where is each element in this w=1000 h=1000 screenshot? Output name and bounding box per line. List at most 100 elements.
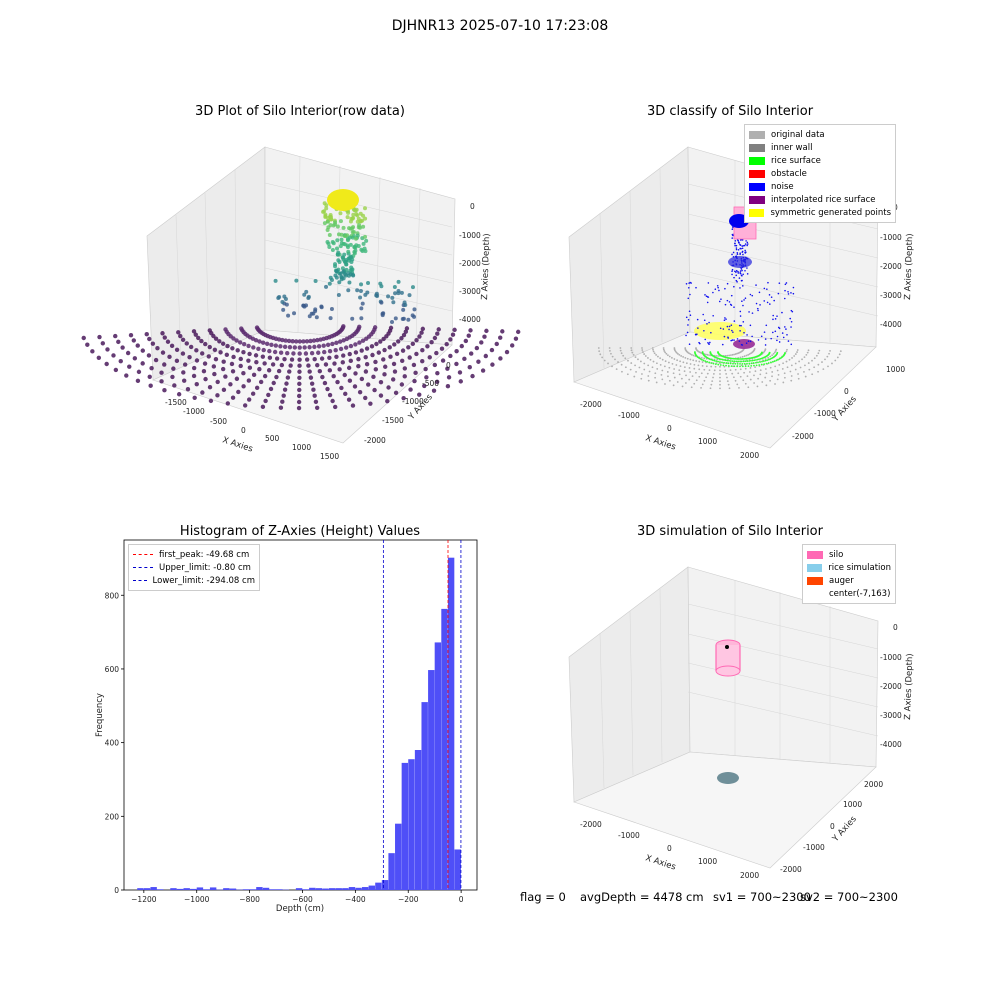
histogram-bar — [249, 889, 257, 890]
histogram-bar — [355, 887, 362, 890]
panel4-z-ticks: 0 -1000 -2000 -3000 -4000 — [880, 623, 902, 749]
histogram-bar — [269, 889, 276, 890]
histogram-bar — [223, 888, 230, 890]
p1-xtick: 0 — [241, 426, 246, 435]
histogram-xtick-label: −400 — [345, 895, 366, 904]
p4-ztick: -3000 — [880, 711, 902, 720]
line-first-peak — [133, 554, 153, 555]
histogram-xtick-label: −1000 — [184, 895, 210, 904]
histogram-bar — [183, 888, 190, 890]
histogram-bar — [335, 888, 342, 890]
p4-ztick: -1000 — [880, 653, 902, 662]
histogram-bar — [302, 889, 309, 890]
p2-ytick: 0 — [844, 387, 849, 396]
legend-entry: rice surface — [749, 154, 891, 167]
swatch-obstacle — [749, 169, 765, 178]
histogram-legend: first_peak: -49.68 cm Upper_limit: -0.80… — [128, 544, 260, 591]
histogram-ytick-label: 200 — [105, 812, 120, 821]
histogram-title: Histogram of Z-Axies (Height) Values — [179, 524, 421, 539]
legend-entry: obstacle — [749, 167, 891, 180]
histogram-bar — [196, 887, 204, 890]
histogram-bar — [381, 880, 389, 890]
histogram-bar — [315, 888, 323, 890]
histogram-bar — [150, 887, 157, 890]
rice-simulation-surface — [717, 772, 739, 784]
p1-ztick: -2000 — [459, 259, 481, 268]
swatch-auger — [807, 576, 823, 585]
panel4-legend: silo rice simulation auger center(-7,163… — [802, 544, 896, 604]
p2-ztick: -4000 — [880, 320, 902, 329]
panel4-y-ticks: 2000 1000 0 -1000 -2000 — [780, 780, 883, 874]
histogram-bar — [203, 889, 210, 890]
histogram-bar — [454, 849, 461, 890]
swatch-original-data — [749, 130, 765, 139]
legend-entry: inner wall — [749, 141, 891, 154]
p2-xtick: -2000 — [580, 400, 602, 409]
panel1-z-ticks: 0 -1000 -2000 -3000 -4000 — [459, 202, 481, 324]
legend-entry: center(-7,163) — [807, 587, 891, 600]
swatch-inner-wall — [749, 143, 765, 152]
histogram-bar — [421, 702, 428, 890]
p4-xlabel: X Axies — [644, 853, 677, 872]
histogram-bar — [209, 887, 217, 890]
swatch-symmetric — [749, 208, 765, 217]
histogram-bar — [309, 887, 316, 890]
p2-ytick: 1000 — [886, 365, 905, 374]
histogram-xtick-label: −600 — [292, 895, 313, 904]
p4-xtick: 2000 — [740, 871, 759, 880]
p4-zlabel: Z Axies (Depth) — [903, 653, 915, 720]
p1-xtick: 1500 — [320, 452, 339, 461]
histogram-bar — [143, 888, 151, 890]
p1-ytick: -2000 — [364, 436, 386, 445]
panel2-title: 3D classify of Silo Interior — [646, 104, 814, 119]
legend-entry: symmetric generated points — [749, 206, 891, 219]
p2-ztick: -3000 — [880, 291, 902, 300]
legend-entry: original data — [749, 128, 891, 141]
p1-ztick: 0 — [470, 202, 475, 211]
p2-zlabel: Z Axies (Depth) — [903, 233, 915, 300]
panel1-title: 3D Plot of Silo Interior(row data) — [195, 104, 405, 119]
histogram-bar — [242, 889, 250, 890]
panel2-x-ticks: -2000 -1000 0 1000 2000 — [580, 400, 759, 460]
legend-entry: Lower_limit: -294.08 cm — [133, 574, 255, 587]
histogram-bar — [388, 853, 395, 890]
p1-ztick: -4000 — [459, 315, 481, 324]
histogram-bar — [157, 889, 164, 890]
flag-text: flag = 0 — [520, 890, 566, 904]
p4-ytick: 0 — [830, 822, 835, 831]
histogram-bar — [176, 888, 184, 890]
p2-ytick: -1000 — [814, 409, 836, 418]
legend-entry: silo — [807, 548, 891, 561]
p4-ytick: -2000 — [780, 865, 802, 874]
silo-cylinder — [715, 639, 741, 677]
swatch-silo — [807, 550, 823, 559]
legend-entry: Upper_limit: -0.80 cm — [133, 561, 255, 574]
histogram-bar — [137, 888, 144, 890]
legend-entry: auger — [807, 574, 891, 587]
histogram-bar — [395, 823, 402, 890]
histogram-bar — [447, 557, 455, 890]
p4-ztick: -2000 — [880, 682, 902, 691]
p4-xtick: -1000 — [618, 831, 640, 840]
swatch-noise — [749, 182, 765, 191]
histogram-bar — [401, 762, 409, 890]
histogram-xlabel: Depth (cm) — [276, 904, 324, 914]
histogram-bar — [368, 885, 375, 890]
swatch-center — [807, 589, 823, 598]
p4-xtick: 0 — [667, 844, 672, 853]
histogram-xtick-label: −200 — [398, 895, 419, 904]
p1-xtick: 500 — [265, 434, 280, 443]
histogram-ylabel: Frequency — [95, 693, 105, 737]
swatch-interpolated — [749, 195, 765, 204]
p4-ytick: -1000 — [803, 843, 825, 852]
panel1-x-ticks: -1500 -1000 -500 0 500 1000 1500 — [165, 398, 339, 461]
p1-ztick: -1000 — [459, 231, 481, 240]
legend-entry: rice simulation — [807, 561, 891, 574]
histogram-xtick-label: 0 — [459, 895, 464, 904]
histogram-bar — [262, 887, 270, 890]
histogram-bar — [322, 888, 329, 890]
histogram-xtick-label: −1200 — [131, 895, 157, 904]
